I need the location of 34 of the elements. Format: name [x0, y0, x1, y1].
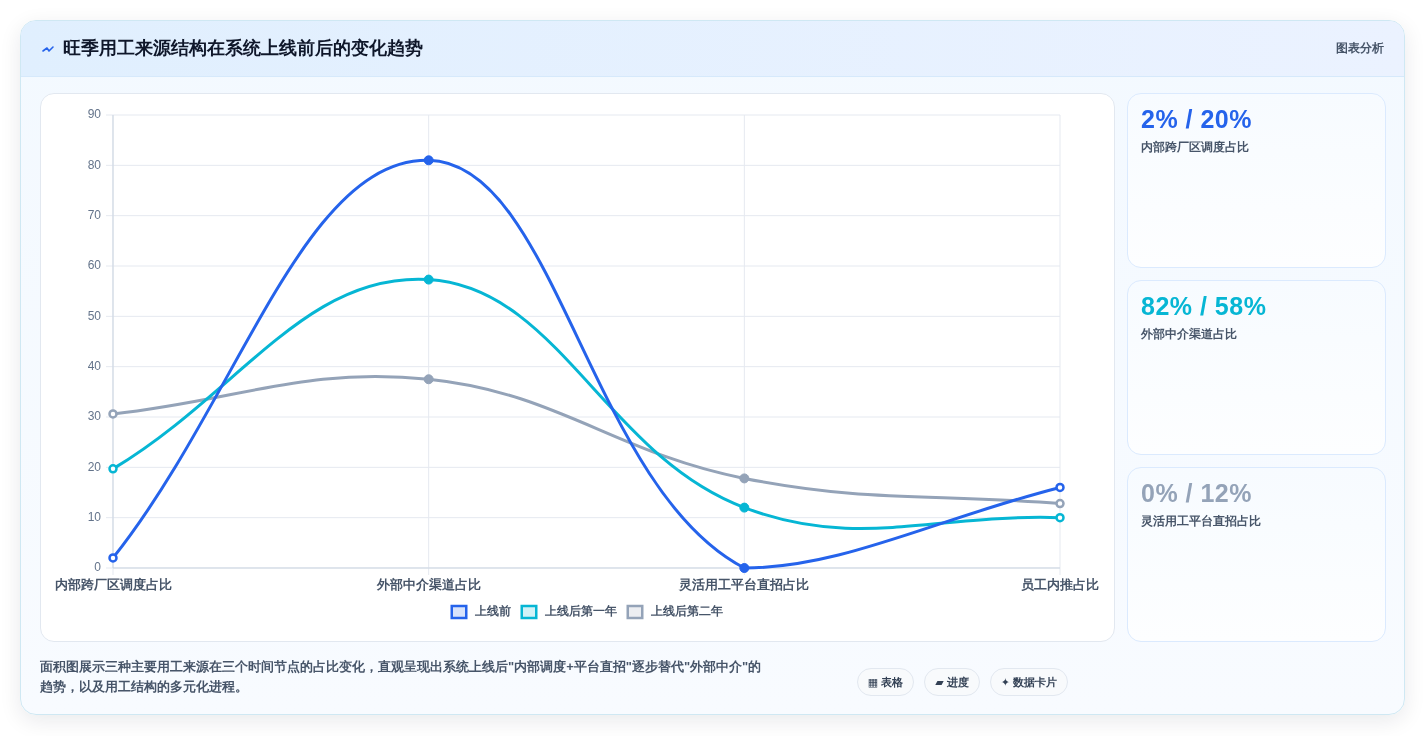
y-tick-label: 80 [87, 157, 102, 172]
text: 灵活用工平台直招占比 [1141, 513, 1261, 530]
legend-label: 上线后第二年 [649, 604, 723, 619]
y-tick-label: 70 [87, 207, 102, 222]
y-tick-label: 40 [87, 358, 102, 373]
text: 外部中介渠道占比 [1141, 326, 1237, 343]
point [739, 502, 750, 513]
y-tick-label: 10 [87, 509, 102, 524]
y-tick-label: 0 [94, 560, 102, 575]
tag: ✦ 数据卡片 [989, 668, 1068, 696]
chart-title: 旺季用工来源结构在系统上线前后的变化趋势 [63, 37, 423, 60]
legend-label: 上线后第一年 [543, 604, 617, 619]
x-tick-label: 员工内推占比 [1021, 577, 1099, 593]
point [423, 155, 434, 166]
y-tick-label: 30 [87, 409, 102, 424]
tag: ▰ 进度 [924, 668, 980, 696]
y-tick-label: 50 [87, 308, 102, 323]
x-tick-label: 灵活用工平台直招占比 [678, 577, 810, 593]
point [423, 374, 434, 385]
text: 图表分析 [1336, 40, 1384, 57]
y-tick-label: 20 [87, 459, 102, 474]
x-tick-label: 内部跨厂区调度占比 [54, 577, 172, 593]
y-tick-label: 90 [87, 107, 102, 122]
x-tick-label: 外部中介渠道占比 [375, 577, 481, 593]
point [739, 473, 750, 484]
text: 82% / 58% [1141, 292, 1267, 321]
tag: ▦ 表格 [856, 668, 915, 696]
legend-label: 上线前 [473, 604, 511, 619]
y-tick-label: 60 [87, 258, 102, 273]
text: 面积图展示三种主要用工来源在三个时间节点的占比变化，直观呈现出系统上线后"内部调度+平台直招"逐步替代"外部中介"的趋势，以及用工结构的多元化进程。 [40, 658, 762, 696]
text: 内部跨厂区调度占比 [1141, 139, 1249, 156]
point [423, 274, 434, 285]
text: 0% / 12% [1141, 479, 1253, 508]
text: 2% / 20% [1141, 105, 1253, 134]
